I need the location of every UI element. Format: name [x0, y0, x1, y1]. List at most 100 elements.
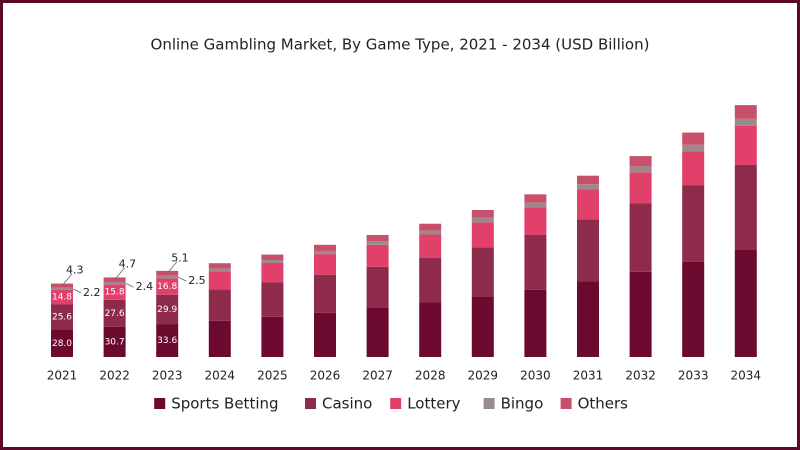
x-tick-label: 2031 — [573, 369, 604, 383]
bar-segment — [51, 289, 73, 305]
value-label: 27.6 — [105, 309, 125, 319]
bar-segment — [208, 271, 231, 290]
bar-segment — [103, 282, 126, 285]
value-label: 14.8 — [52, 293, 72, 303]
bar-segment — [734, 164, 757, 250]
bar-segment — [471, 222, 494, 248]
bar-segment — [261, 259, 284, 263]
bar-segment — [734, 105, 757, 119]
value-label: 30.7 — [105, 337, 125, 347]
bar-segment — [629, 156, 652, 167]
value-label: 25.6 — [52, 313, 72, 323]
bar-segment — [734, 118, 757, 126]
bar-segment — [734, 249, 757, 357]
bar-segment — [103, 284, 126, 300]
bar-segment — [51, 287, 73, 290]
legend-swatch — [390, 398, 402, 409]
bar-segment — [366, 266, 389, 308]
value-label: 2.2 — [83, 286, 101, 299]
x-tick-label: 2034 — [731, 369, 762, 383]
bar-segment — [524, 207, 547, 235]
x-tick-label: 2025 — [257, 369, 288, 383]
leader-line — [114, 267, 125, 280]
leader-line — [72, 288, 82, 294]
value-label: 2.4 — [136, 280, 154, 293]
bar-segment — [366, 244, 389, 267]
bar-segment — [524, 234, 547, 290]
legend-swatch — [483, 398, 495, 409]
value-label: 33.6 — [157, 336, 177, 346]
bar-segment — [629, 203, 652, 272]
leader-line — [125, 282, 134, 288]
bar-segment — [51, 329, 73, 357]
bar-segment — [419, 234, 442, 259]
legend-swatch — [305, 398, 316, 409]
leader-line — [178, 276, 187, 282]
bar-segment — [261, 282, 284, 317]
chart-title: Online Gambling Market, By Game Type, 20… — [151, 36, 650, 54]
x-tick-label: 2029 — [468, 369, 499, 383]
bar-segment — [208, 289, 231, 321]
bar-segment — [682, 132, 705, 145]
value-label: 15.8 — [105, 288, 125, 298]
bar-segment — [471, 247, 494, 297]
bar-segment — [419, 258, 442, 303]
bar-segment — [51, 304, 73, 330]
bar-segment — [471, 296, 494, 357]
bar-segment — [261, 262, 284, 283]
value-label: 4.3 — [66, 264, 84, 277]
bar-segment — [577, 219, 599, 282]
x-tick-label: 2027 — [362, 369, 393, 383]
legend-label: Sports Betting — [171, 395, 278, 413]
bar-segment — [629, 172, 652, 204]
bar-segment — [314, 244, 336, 251]
x-tick-label: 2030 — [520, 369, 551, 383]
bar-segment — [419, 230, 442, 235]
bar-segment — [156, 294, 179, 325]
x-tick-label: 2022 — [99, 369, 130, 383]
bar-segment — [156, 275, 179, 279]
bar-segment — [524, 194, 547, 203]
x-tick-label: 2028 — [415, 369, 446, 383]
bar-segment — [419, 302, 442, 357]
x-tick-label: 2032 — [625, 369, 656, 383]
bar-segment — [366, 308, 389, 357]
bar-segment — [156, 278, 179, 295]
bar-segment — [261, 254, 284, 260]
legend-label: Casino — [322, 395, 372, 413]
x-tick-label: 2033 — [678, 369, 709, 383]
bar-segment — [208, 320, 231, 357]
bar-segment — [314, 274, 336, 313]
bar-segment — [682, 261, 705, 357]
bar-segment — [682, 151, 705, 186]
bar-segment — [629, 166, 652, 173]
x-tick-label: 2024 — [205, 369, 236, 383]
bar-segment — [577, 184, 599, 190]
value-label: 16.8 — [157, 282, 177, 292]
bar-segment — [524, 202, 547, 208]
bar-segment — [103, 326, 126, 357]
value-label: 28.0 — [52, 339, 72, 349]
bar-segment — [734, 125, 757, 165]
bar-segment — [629, 271, 652, 357]
bar-segment — [314, 312, 336, 357]
bar-segment — [577, 175, 599, 185]
bar-segment — [366, 234, 389, 242]
chart: Online Gambling Market, By Game Type, 20… — [47, 36, 762, 413]
bar-segment — [366, 241, 389, 245]
value-label: 5.1 — [171, 251, 189, 264]
bar-segment — [156, 324, 179, 357]
bar-segment — [524, 289, 547, 357]
bar-segment — [261, 316, 284, 357]
value-label: 4.7 — [119, 258, 137, 271]
x-tick-label: 2023 — [152, 369, 183, 383]
bar-segment — [577, 189, 599, 220]
bar-segment — [471, 217, 494, 223]
bar-segment — [471, 210, 494, 218]
bar-segment — [682, 144, 705, 152]
bar-segment — [577, 281, 599, 357]
value-label: 29.9 — [157, 305, 177, 315]
bar-segment — [208, 268, 231, 272]
legend-label: Bingo — [501, 395, 544, 413]
x-tick-label: 2026 — [310, 369, 341, 383]
